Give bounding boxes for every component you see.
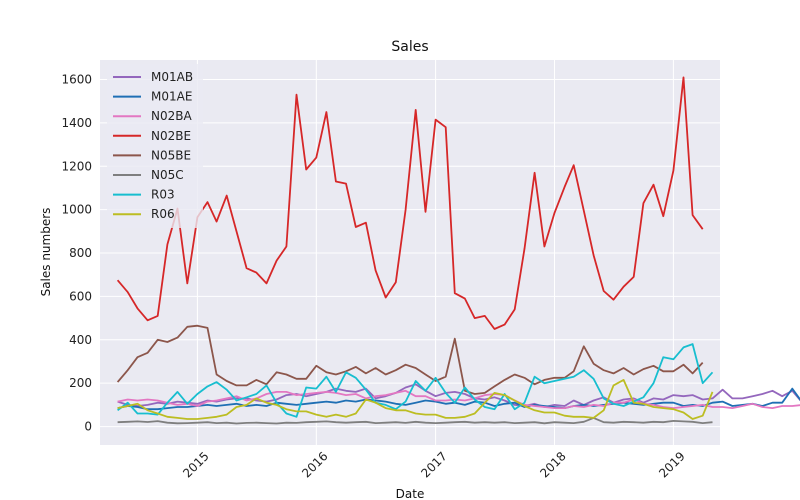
series-line-r03 — [117, 343, 714, 418]
legend-box — [107, 64, 203, 228]
legend-entry: N05BE — [151, 148, 191, 162]
series-line-n02be — [116, 76, 704, 330]
y-tick-label: 400 — [69, 333, 92, 347]
series-lines — [116, 76, 800, 425]
x-tick-label: 2017 — [418, 449, 449, 480]
x-tick-label: 2016 — [299, 449, 330, 480]
series-line-m01ab — [117, 383, 800, 408]
chart-title: Sales — [391, 39, 428, 55]
legend-entry: R03 — [151, 188, 175, 202]
y-tick-label: 1200 — [61, 159, 92, 173]
y-tick-label: 1400 — [61, 116, 92, 130]
y-axis-ticks: 0 200 400 600 800 1000 1200 1400 1600 — [61, 73, 92, 434]
grid-lines — [100, 60, 720, 445]
y-tick-label: 1600 — [61, 73, 92, 87]
series-line-n05be — [116, 324, 704, 395]
legend-entry: N05C — [151, 168, 184, 182]
x-tick-label: 2015 — [180, 449, 211, 480]
y-tick-label: 600 — [69, 289, 92, 303]
x-tick-label: 2019 — [656, 449, 687, 480]
legend-entry: M01AB — [151, 70, 193, 84]
y-tick-label: 800 — [69, 246, 92, 260]
y-tick-label: 200 — [69, 376, 92, 390]
x-axis-label: Date — [396, 487, 425, 500]
legend-entry: R06 — [151, 207, 175, 221]
y-tick-label: 1000 — [61, 203, 92, 217]
series-line-n05c — [117, 416, 713, 425]
series-line-r06 — [117, 378, 714, 420]
plot-background — [100, 60, 720, 445]
y-axis-label: Sales numbers — [39, 208, 53, 297]
legend: M01AB M01AE N02BA N02BE N05BE N05C R03 R06 — [107, 64, 203, 228]
legend-entry: M01AE — [151, 90, 192, 104]
legend-entry: N02BA — [151, 109, 192, 123]
x-axis-ticks: 2015 2016 2017 2018 2019 — [180, 449, 687, 480]
legend-entry: N02BE — [151, 129, 191, 143]
x-tick-label: 2018 — [537, 449, 568, 480]
y-tick-label: 0 — [84, 420, 92, 434]
